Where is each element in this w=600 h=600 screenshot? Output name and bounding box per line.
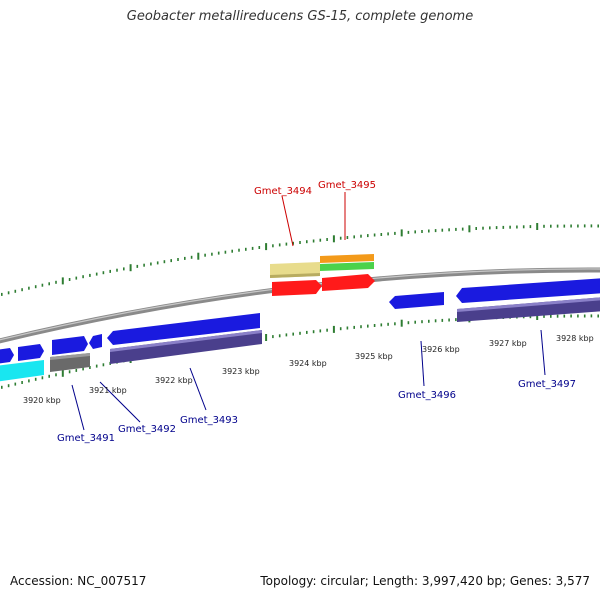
gene-blue-feature-3[interactable] (52, 336, 88, 355)
gene-label-3496[interactable]: Gmet_3496 (398, 390, 456, 401)
gene-blue-feature-6[interactable] (389, 292, 444, 309)
gene-red-feature-left[interactable] (272, 280, 322, 296)
kbp-label-3926: 3926 kbp (422, 345, 460, 354)
kbp-label-3923: 3923 kbp (222, 367, 260, 376)
gene-3495-feature[interactable] (320, 262, 374, 271)
gene-purple-1-edge (110, 330, 262, 352)
gene-label-3494[interactable]: Gmet_3494 (254, 186, 312, 197)
gene-purple-2-edge (457, 297, 600, 312)
leader-3497 (540, 329, 546, 376)
genome-summary-text: Topology: circular; Length: 3,997,420 bp… (260, 574, 590, 588)
gene-red-feature-right[interactable] (322, 274, 375, 291)
kbp-label-3924: 3924 kbp (289, 359, 327, 368)
leader-3493 (189, 367, 207, 411)
gene-purple-feature-1[interactable] (110, 330, 262, 364)
gene-blue-feature-7[interactable] (456, 278, 600, 303)
kbp-label-3928: 3928 kbp (556, 334, 594, 343)
gene-3494-feature-shade (270, 273, 320, 278)
gene-blue-feature-2[interactable] (18, 344, 44, 361)
kbp-label-3927: 3927 kbp (489, 339, 527, 348)
gene-blue-feature-4[interactable] (89, 334, 102, 349)
kbp-label-3921: 3921 kbp (89, 386, 127, 395)
kbp-label-3922: 3922 kbp (155, 376, 193, 385)
leader-3491 (71, 384, 85, 431)
gene-label-3491[interactable]: Gmet_3491 (57, 433, 115, 444)
gene-label-3495[interactable]: Gmet_3495 (318, 180, 376, 191)
gene-label-3492[interactable]: Gmet_3492 (118, 424, 176, 435)
gene-purple-feature-2[interactable] (457, 297, 600, 322)
outer-ruler (0, 223, 600, 296)
leader-3494 (281, 195, 294, 247)
gene-3495-cds-feature[interactable] (320, 254, 374, 263)
gene-gray-edge (50, 353, 90, 360)
leader-3492 (99, 381, 141, 423)
leader-3496 (420, 340, 425, 387)
gene-label-3493[interactable]: Gmet_3493 (180, 415, 238, 426)
accession-text: Accession: NC_007517 (10, 574, 147, 588)
kbp-label-3925: 3925 kbp (355, 352, 393, 361)
map-title: Geobacter metallireducens GS-15, complet… (126, 9, 474, 24)
gene-cyan-feature[interactable] (0, 360, 44, 382)
kbp-label-3920: 3920 kbp (23, 396, 61, 405)
gene-blue-feature-5[interactable] (107, 313, 260, 345)
gene-label-3497[interactable]: Gmet_3497 (518, 379, 576, 390)
gene-blue-feature-1[interactable] (0, 348, 14, 364)
inner-ruler (0, 313, 600, 389)
